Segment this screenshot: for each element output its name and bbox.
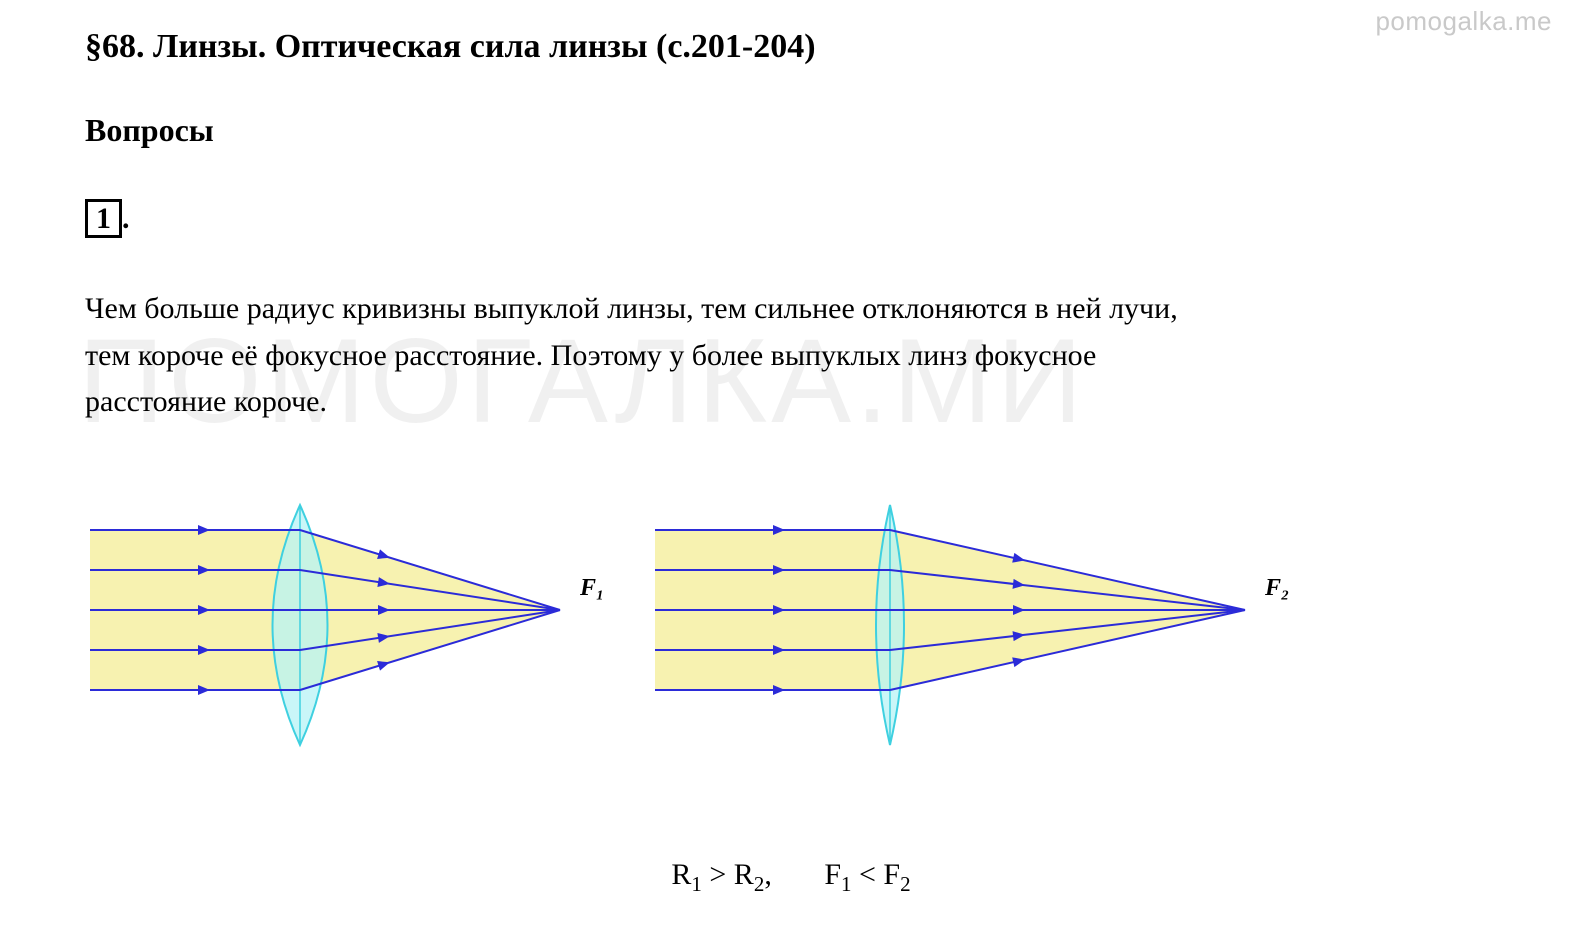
question-number-wrap: 1. bbox=[85, 199, 1185, 238]
svg-text:F₂: F₂ bbox=[1264, 575, 1289, 601]
svg-text:F₁: F₁ bbox=[579, 575, 604, 601]
lens-diagram-left: F₁ bbox=[90, 490, 610, 760]
question-number-box: 1 bbox=[85, 199, 122, 238]
content-area: §68. Линзы. Оптическая сила линзы (с.201… bbox=[85, 28, 1185, 426]
formula-line: R1 > R2, F1 < F2 bbox=[0, 858, 1582, 897]
question-number-dot: . bbox=[122, 202, 130, 235]
answer-text: Чем больше радиус кривизны выпуклой линз… bbox=[85, 286, 1185, 426]
lens-diagrams-row: F₁ F₂ bbox=[85, 490, 1515, 770]
watermark-corner: pomogalka.me bbox=[1375, 6, 1552, 37]
lens-diagram-right: F₂ bbox=[655, 490, 1295, 760]
section-title: §68. Линзы. Оптическая сила линзы (с.201… bbox=[85, 28, 1185, 66]
subsection-title: Вопросы bbox=[85, 112, 1185, 149]
